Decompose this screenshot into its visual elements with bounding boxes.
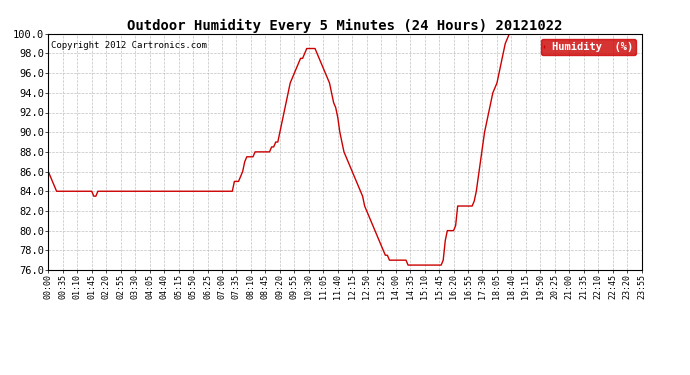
Text: Copyright 2012 Cartronics.com: Copyright 2012 Cartronics.com xyxy=(51,41,207,50)
Legend: Humidity  (%): Humidity (%) xyxy=(541,39,636,55)
Title: Outdoor Humidity Every 5 Minutes (24 Hours) 20121022: Outdoor Humidity Every 5 Minutes (24 Hou… xyxy=(127,18,563,33)
